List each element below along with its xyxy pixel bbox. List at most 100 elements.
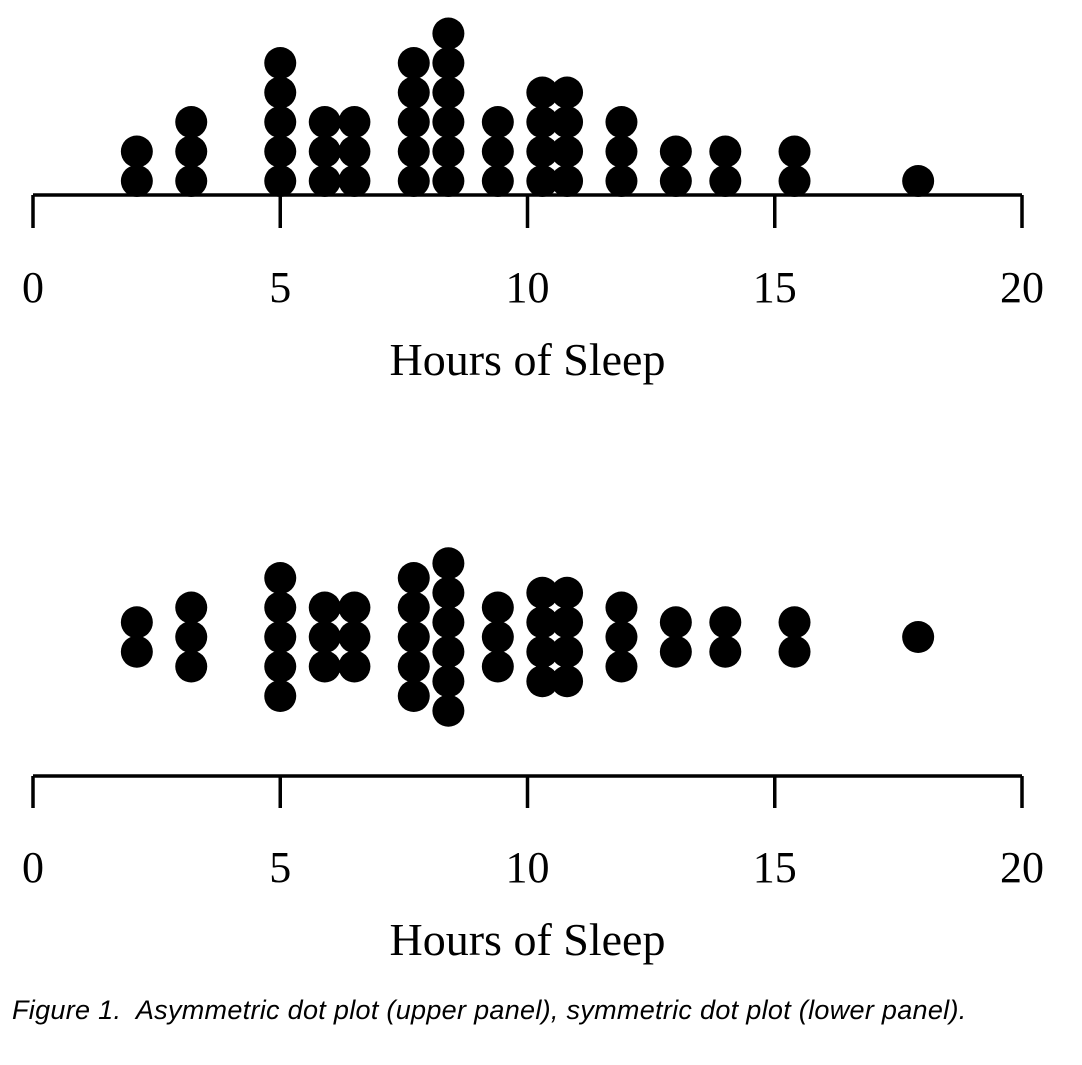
data-dot — [709, 635, 742, 668]
x-tick-label: 15 — [753, 263, 797, 312]
data-dot — [338, 591, 371, 624]
data-dot — [264, 106, 297, 138]
data-dot — [526, 665, 559, 698]
data-dot — [397, 76, 430, 109]
data-dot — [778, 635, 811, 668]
data-dot — [709, 606, 742, 639]
data-dot — [659, 606, 692, 639]
x-tick-label: 10 — [506, 263, 550, 312]
figure-caption: Figure 1. Asymmetric dot plot (upper pan… — [12, 994, 1062, 1027]
data-dot — [526, 635, 559, 668]
data-dot — [526, 135, 559, 168]
data-dot — [605, 106, 638, 138]
data-dot — [264, 76, 297, 109]
data-dot — [397, 562, 430, 594]
data-dot — [175, 591, 208, 624]
data-dot — [551, 106, 584, 138]
data-dot — [481, 106, 514, 138]
data-dot — [338, 135, 371, 168]
data-dot — [397, 650, 430, 683]
data-dot — [659, 635, 692, 668]
data-dot — [338, 106, 371, 138]
data-dot — [432, 665, 465, 698]
data-dot — [659, 135, 692, 168]
data-dot — [902, 165, 935, 197]
data-dot — [264, 680, 297, 712]
data-dot — [605, 591, 638, 624]
data-dot — [605, 621, 638, 653]
data-dot — [308, 650, 341, 683]
data-dot — [432, 76, 465, 109]
data-dot — [709, 165, 742, 197]
data-dot — [338, 165, 371, 197]
data-dot — [551, 606, 584, 639]
data-dot — [481, 165, 514, 197]
x-axis-title: Hours of Sleep — [390, 334, 666, 385]
data-dot — [264, 621, 297, 653]
data-dot — [551, 635, 584, 668]
data-dot — [551, 665, 584, 698]
data-dot — [526, 606, 559, 639]
data-dot — [264, 650, 297, 683]
data-dot — [397, 621, 430, 653]
x-tick-label: 20 — [1000, 263, 1044, 312]
data-dot — [264, 135, 297, 168]
x-tick-label: 10 — [506, 843, 550, 892]
data-dot — [397, 591, 430, 624]
data-dot — [120, 606, 153, 639]
data-dot — [551, 76, 584, 109]
data-dot — [432, 17, 465, 50]
data-dot — [432, 165, 465, 197]
data-dot — [120, 635, 153, 668]
data-dot — [308, 106, 341, 138]
x-tick-label: 20 — [1000, 843, 1044, 892]
x-tick-label: 15 — [753, 843, 797, 892]
data-dot — [551, 135, 584, 168]
x-tick-label: 0 — [22, 263, 44, 312]
data-dot — [264, 47, 297, 79]
x-tick-label: 0 — [22, 843, 44, 892]
data-dot — [397, 47, 430, 79]
data-dot — [605, 650, 638, 683]
data-dot — [175, 621, 208, 653]
data-dot — [551, 165, 584, 197]
caption-text: Asymmetric dot plot (upper panel), symme… — [135, 995, 967, 1025]
data-dot — [175, 106, 208, 138]
data-dot — [551, 576, 584, 609]
data-dot — [397, 106, 430, 138]
data-dot — [397, 135, 430, 168]
data-dot — [432, 635, 465, 668]
data-dot — [338, 650, 371, 683]
upper-panel: 0 5 10 15 20 Hours of Sleep — [22, 17, 1044, 385]
data-dot — [432, 694, 465, 727]
data-dot — [432, 576, 465, 609]
data-dot — [432, 135, 465, 168]
x-axis-title: Hours of Sleep — [390, 914, 666, 965]
caption-label: Figure 1. — [12, 995, 122, 1025]
data-dot — [308, 135, 341, 168]
x-tick-label: 5 — [269, 843, 291, 892]
data-dot — [397, 680, 430, 712]
data-dot — [605, 135, 638, 168]
data-dot — [526, 106, 559, 138]
data-dot — [397, 165, 430, 197]
data-dot — [175, 135, 208, 168]
data-dot — [481, 591, 514, 624]
data-dot — [709, 135, 742, 168]
data-dot — [902, 621, 935, 653]
data-dot — [432, 47, 465, 79]
data-dot — [481, 135, 514, 168]
data-dot — [308, 165, 341, 197]
data-dot — [526, 576, 559, 609]
data-dot — [432, 606, 465, 639]
data-dot — [526, 165, 559, 197]
data-dot — [308, 621, 341, 653]
data-dot — [778, 606, 811, 639]
data-dot — [526, 76, 559, 109]
data-dot — [120, 165, 153, 197]
data-dot — [175, 165, 208, 197]
x-tick-label: 5 — [269, 263, 291, 312]
data-dot — [481, 621, 514, 653]
data-dot — [120, 135, 153, 168]
